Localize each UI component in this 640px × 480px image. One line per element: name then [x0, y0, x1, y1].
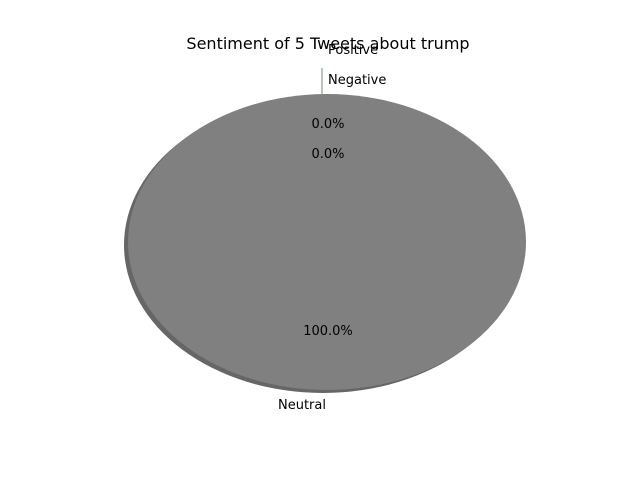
slice-label-neutral: Neutral: [278, 398, 326, 413]
slice-label-positive: Positive: [328, 43, 378, 58]
pct-label-positive: 0.0%: [311, 117, 344, 132]
pie-group: Positive 0.0% Negative 0.0% Neutral 100.0%: [124, 43, 526, 413]
pct-label-neutral: 100.0%: [303, 324, 353, 339]
slice-label-negative: Negative: [328, 73, 386, 88]
pie-slice-neutral: [128, 94, 526, 390]
pct-label-negative: 0.0%: [311, 147, 344, 162]
chart-title: Sentiment of 5 Tweets about trump: [186, 34, 469, 53]
